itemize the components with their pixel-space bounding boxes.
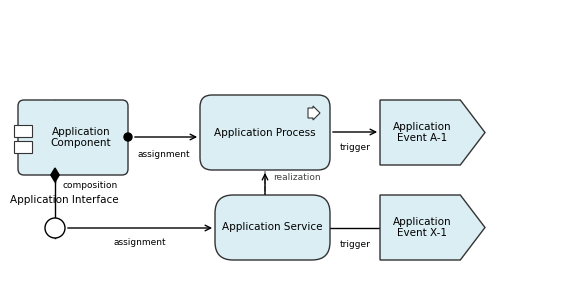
Text: trigger: trigger: [340, 143, 370, 152]
Text: realization: realization: [273, 174, 320, 182]
Text: trigger: trigger: [340, 240, 370, 249]
Text: Application
Component: Application Component: [51, 127, 112, 148]
Text: Application
Event X-1: Application Event X-1: [393, 217, 451, 238]
Polygon shape: [380, 100, 485, 165]
Text: Application Service: Application Service: [222, 223, 323, 233]
FancyBboxPatch shape: [14, 124, 32, 136]
FancyBboxPatch shape: [200, 95, 330, 170]
Polygon shape: [51, 168, 59, 182]
Circle shape: [124, 133, 132, 141]
Text: Application Interface: Application Interface: [10, 195, 118, 205]
Text: Application
Event A-1: Application Event A-1: [393, 122, 451, 143]
FancyArrow shape: [308, 106, 320, 120]
Text: Application Process: Application Process: [214, 128, 316, 138]
Text: assignment: assignment: [114, 238, 166, 247]
Polygon shape: [380, 195, 485, 260]
FancyBboxPatch shape: [14, 140, 32, 152]
FancyBboxPatch shape: [215, 195, 330, 260]
Circle shape: [45, 218, 65, 238]
Text: composition: composition: [63, 180, 118, 190]
Text: assignment: assignment: [138, 150, 190, 159]
FancyBboxPatch shape: [18, 100, 128, 175]
